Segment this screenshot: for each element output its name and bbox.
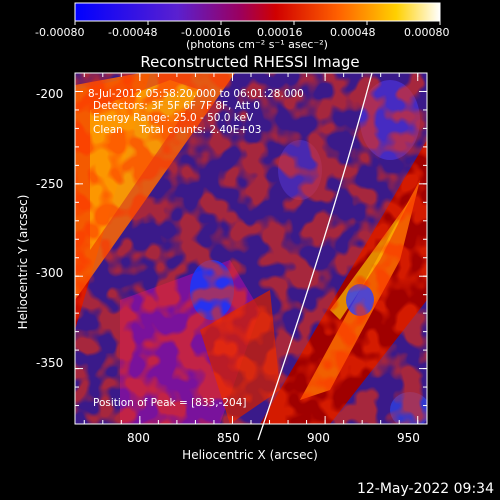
x-tick-label: 800 — [127, 431, 150, 445]
time-range-annotation: 8-Jul-2012 05:58:20.000 to 06:01:28.000 — [88, 88, 304, 100]
colorbar-tick-label: 0.00048 — [330, 26, 376, 39]
axis-ticks — [75, 72, 427, 425]
colorbar-tick-label: -0.00016 — [181, 26, 231, 39]
y-tick-label: -300 — [36, 266, 64, 280]
energy-annotation: Energy Range: 25.0 - 50.0 keV — [93, 112, 254, 124]
colorbar-ticks — [74, 21, 441, 25]
chart-title: Reconstructed RHESSI Image — [140, 53, 360, 71]
x-axis-label: Heliocentric X (arcsec) — [182, 448, 318, 462]
detectors-annotation: Detectors: 3F 5F 6F 7F 8F, Att 0 — [93, 100, 260, 112]
timestamp: 12-May-2022 09:34 — [356, 481, 494, 497]
x-tick-label: 950 — [397, 431, 420, 445]
colorbar — [74, 2, 441, 25]
colorbar-tick-label: -0.00048 — [108, 26, 158, 39]
y-tick-label: -350 — [36, 356, 64, 370]
y-tick-label: -250 — [36, 177, 64, 191]
colorbar-tick-label: 0.00016 — [257, 26, 303, 39]
peak-annotation: Position of Peak = [833,-204] — [93, 397, 247, 409]
colorbar-tick-label: -0.00080 — [35, 26, 85, 39]
solar-limb — [257, 72, 373, 441]
heatmap-image — [75, 73, 427, 424]
clean-annotation: Clean Total counts: 2.40E+03 — [93, 124, 262, 136]
y-axis-label: Heliocentric Y (arcsec) — [16, 194, 30, 330]
x-tick-label: 900 — [307, 431, 330, 445]
x-tick-label: 850 — [217, 431, 240, 445]
y-tick-label: -200 — [36, 87, 64, 101]
colorbar-tick-label: 0.00080 — [404, 26, 450, 39]
colorbar-unit: (photons cm⁻² s⁻¹ asec⁻²) — [186, 38, 328, 51]
colorbar-gradient — [74, 2, 441, 22]
